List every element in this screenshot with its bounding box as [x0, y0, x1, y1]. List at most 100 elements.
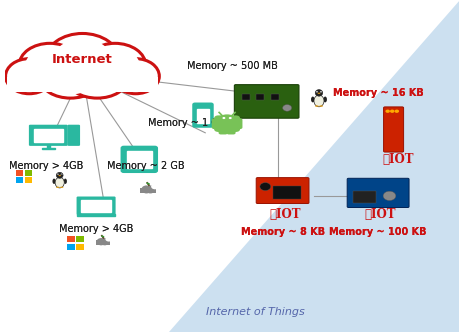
Ellipse shape [56, 172, 63, 178]
Text: Memory ~ 8 KB: Memory ~ 8 KB [240, 227, 324, 237]
Ellipse shape [112, 59, 159, 94]
Ellipse shape [317, 93, 319, 94]
Circle shape [385, 110, 389, 113]
Bar [127, 150, 151, 168]
FancyBboxPatch shape [256, 178, 308, 204]
Bar [77, 214, 115, 216]
Ellipse shape [55, 177, 64, 188]
FancyBboxPatch shape [218, 126, 227, 134]
Text: Memory ~ 1 GB: Memory ~ 1 GB [148, 118, 225, 128]
Bar [25, 177, 32, 183]
Polygon shape [168, 0, 459, 332]
Ellipse shape [319, 105, 322, 107]
Ellipse shape [141, 185, 151, 194]
Circle shape [151, 184, 158, 189]
Text: Memory ~ 16 KB: Memory ~ 16 KB [332, 88, 423, 98]
Bar [67, 236, 75, 242]
Text: Internet of Things: Internet of Things [206, 307, 304, 317]
Bar [273, 186, 300, 199]
FancyBboxPatch shape [76, 197, 115, 215]
Text: Memory ~ 8 KB: Memory ~ 8 KB [240, 227, 324, 237]
Ellipse shape [41, 62, 100, 98]
Ellipse shape [57, 174, 58, 175]
Bar [241, 94, 249, 100]
Ellipse shape [320, 92, 321, 93]
FancyBboxPatch shape [67, 125, 80, 146]
Bar [42, 148, 55, 149]
FancyBboxPatch shape [234, 85, 298, 118]
Ellipse shape [218, 114, 235, 123]
Text: ℝIOT: ℝIOT [364, 208, 395, 221]
FancyBboxPatch shape [234, 118, 242, 129]
Ellipse shape [100, 238, 109, 245]
Text: Memory ~ 2 GB: Memory ~ 2 GB [107, 161, 185, 171]
Text: ℝIOT: ℝIOT [382, 153, 414, 166]
Bar [353, 191, 375, 203]
Circle shape [228, 117, 231, 119]
Text: ℝIOT: ℝIOT [269, 208, 300, 221]
Ellipse shape [10, 62, 48, 90]
Bar [76, 244, 84, 250]
Ellipse shape [316, 92, 317, 93]
Bar [256, 94, 264, 100]
FancyBboxPatch shape [226, 126, 235, 134]
Ellipse shape [323, 97, 326, 102]
Text: Memory > 4GB: Memory > 4GB [9, 161, 83, 171]
Ellipse shape [64, 179, 67, 184]
Bar [16, 177, 23, 183]
Bar [7, 77, 158, 92]
Ellipse shape [6, 59, 53, 94]
Text: Memory ~ 100 KB: Memory ~ 100 KB [329, 227, 426, 237]
Text: Memory > 4GB: Memory > 4GB [59, 224, 133, 234]
Text: Memory ~ 1 GB: Memory ~ 1 GB [148, 118, 225, 128]
Ellipse shape [52, 179, 56, 184]
Ellipse shape [57, 174, 59, 175]
FancyBboxPatch shape [192, 103, 213, 128]
Ellipse shape [90, 48, 139, 83]
Circle shape [222, 117, 225, 119]
Bar [16, 170, 23, 176]
Ellipse shape [310, 97, 314, 102]
Ellipse shape [315, 91, 317, 93]
Bar [197, 109, 208, 123]
Bar [25, 170, 32, 176]
Ellipse shape [25, 48, 74, 83]
Text: Memory ~ 100 KB: Memory ~ 100 KB [329, 227, 426, 237]
Ellipse shape [314, 105, 318, 107]
Ellipse shape [145, 185, 155, 194]
Bar [76, 236, 84, 242]
Bar [270, 94, 278, 100]
Ellipse shape [314, 90, 322, 96]
Text: Internet: Internet [52, 53, 112, 66]
Ellipse shape [46, 34, 119, 86]
Text: Memory > 4GB: Memory > 4GB [59, 224, 133, 234]
Ellipse shape [61, 174, 62, 175]
Ellipse shape [319, 91, 321, 93]
Ellipse shape [56, 187, 59, 188]
Text: Memory ~ 16 KB: Memory ~ 16 KB [332, 88, 423, 98]
Ellipse shape [58, 175, 61, 176]
Circle shape [394, 110, 398, 113]
Bar [140, 188, 156, 193]
FancyBboxPatch shape [213, 116, 240, 132]
Circle shape [389, 110, 394, 113]
Ellipse shape [19, 43, 80, 87]
Ellipse shape [117, 62, 154, 90]
Bar [67, 244, 75, 250]
Circle shape [259, 183, 270, 191]
Ellipse shape [61, 174, 62, 175]
FancyBboxPatch shape [120, 146, 158, 173]
Circle shape [282, 105, 291, 111]
Ellipse shape [96, 238, 106, 245]
Text: Memory > 4GB: Memory > 4GB [9, 161, 83, 171]
Ellipse shape [73, 65, 121, 95]
FancyBboxPatch shape [383, 107, 403, 152]
Bar [47, 145, 50, 148]
FancyBboxPatch shape [347, 178, 408, 208]
Ellipse shape [67, 62, 127, 98]
Ellipse shape [53, 39, 112, 81]
FancyBboxPatch shape [29, 125, 67, 146]
Bar [95, 240, 110, 245]
Ellipse shape [101, 235, 104, 237]
Circle shape [382, 191, 395, 201]
